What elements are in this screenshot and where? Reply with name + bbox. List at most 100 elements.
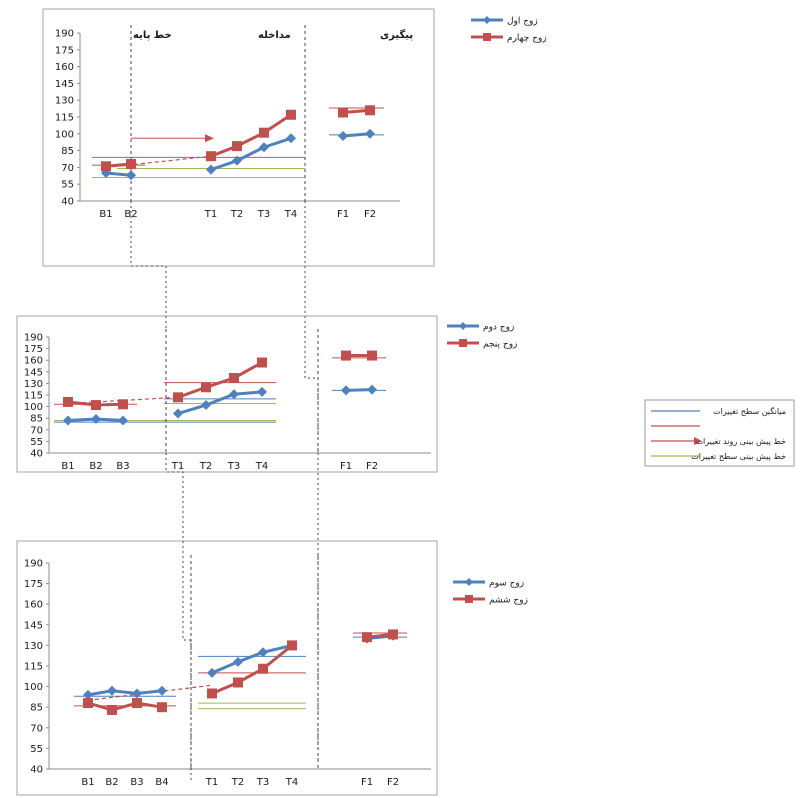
data-point [107, 685, 117, 696]
series-line [211, 643, 293, 675]
data-point [207, 688, 217, 699]
x-tick-label: T4 [284, 209, 297, 220]
series-line [211, 644, 293, 695]
legend-panel: میانگین سطح تغییرات خط پیش بینی روند تغیی… [644, 399, 795, 467]
data-point [286, 109, 296, 120]
data-point [257, 357, 267, 368]
data-point [118, 399, 128, 410]
data-point [362, 632, 372, 643]
legend-label: زوج چهارم [507, 34, 547, 44]
x-tick-label: T1 [205, 777, 218, 788]
data-point [232, 141, 242, 152]
series-line [87, 701, 163, 712]
legend-panel-label: خط پیش بینی روند تغییرات [695, 437, 786, 446]
y-tick-label: 55 [30, 437, 43, 448]
x-tick-label: B4 [155, 777, 168, 788]
y-tick-label: 70 [30, 425, 43, 436]
data-point [63, 415, 73, 426]
x-tick-label: F1 [361, 777, 373, 788]
data-point [201, 400, 211, 411]
y-tick-label: 145 [24, 367, 43, 378]
y-tick-label: 40 [30, 765, 43, 776]
y-tick-label: 40 [61, 197, 74, 208]
x-tick-label: T3 [227, 461, 240, 472]
y-tick-label: 145 [55, 79, 74, 90]
y-tick-label: 85 [30, 703, 43, 714]
y-tick-label: 40 [30, 449, 43, 460]
x-tick-label: B1 [81, 777, 94, 788]
x-tick-label: T2 [199, 461, 212, 472]
series-line [87, 689, 163, 697]
data-point [233, 677, 243, 688]
data-point [259, 127, 269, 138]
y-tick-label: 160 [24, 356, 43, 367]
data-point [365, 128, 375, 139]
x-tick-label: B2 [89, 461, 102, 472]
phase-connectors [130, 201, 319, 780]
y-tick-label: 85 [30, 414, 43, 425]
data-point [126, 170, 136, 181]
phase-label: پیگیری [380, 28, 413, 41]
y-tick-label: 130 [24, 379, 43, 390]
data-point [118, 415, 128, 426]
x-tick-label: B1 [99, 209, 112, 220]
x-tick-label: B3 [116, 461, 129, 472]
legend-panel-label: میانگین سطح تغییرات [713, 406, 786, 416]
data-point [258, 663, 268, 674]
data-point [173, 392, 183, 403]
y-tick-label: 100 [24, 682, 43, 693]
y-tick-label: 100 [24, 402, 43, 413]
data-point [206, 151, 216, 162]
data-point [287, 640, 297, 651]
data-point [107, 704, 117, 715]
series-line [177, 390, 263, 415]
y-tick-label: 130 [24, 641, 43, 652]
data-point [173, 408, 183, 419]
connector-line [165, 453, 192, 780]
legend-label: زوج سوم [489, 579, 524, 589]
data-point [201, 382, 211, 393]
data-point [229, 372, 239, 383]
x-tick-label: F1 [337, 209, 349, 220]
data-point [286, 133, 296, 144]
y-tick-label: 115 [24, 391, 43, 402]
legend-marker [465, 595, 473, 603]
y-tick-label: 70 [61, 163, 74, 174]
legend-label: زوج پنجم [483, 340, 517, 350]
data-point [367, 384, 377, 395]
x-tick-label: B1 [61, 461, 74, 472]
data-point [232, 155, 242, 166]
series-line [177, 361, 263, 399]
data-point [91, 400, 101, 411]
legend-marker [483, 33, 491, 41]
data-point [341, 350, 351, 361]
x-tick-label: T1 [204, 209, 217, 220]
x-tick-label: T3 [256, 777, 269, 788]
x-tick-label: F2 [364, 209, 376, 220]
chart-panel-1: 40 55 70 85 100 115 130 145 160 175 190 B1 B2 T1 T2 T3 T… [42, 8, 547, 267]
trend-arrow-head [205, 134, 214, 143]
legend-panel-arrow [694, 437, 702, 445]
y-tick-label: 100 [55, 129, 74, 140]
data-point [341, 385, 351, 396]
chart-panel-3: 40 55 70 85 100 115 130 145 160 175 190 B1 B2 B3 B4 T1 T… [16, 540, 528, 796]
data-point [233, 656, 243, 667]
data-point [83, 689, 93, 700]
y-tick-label: 115 [24, 662, 43, 673]
x-tick-label: T1 [171, 461, 184, 472]
legend-marker [465, 578, 473, 586]
x-tick-label: T4 [255, 461, 268, 472]
data-point [63, 396, 73, 407]
legend-label: زوج دوم [483, 323, 514, 333]
x-tick-label: T4 [285, 777, 298, 788]
data-point [83, 698, 93, 709]
data-point [132, 688, 142, 699]
data-point [126, 159, 136, 170]
data-point [101, 161, 111, 172]
data-point [367, 350, 377, 361]
x-tick-label: B3 [130, 777, 143, 788]
data-point [207, 667, 217, 678]
data-point [338, 131, 348, 142]
y-tick-label: 175 [24, 344, 43, 355]
